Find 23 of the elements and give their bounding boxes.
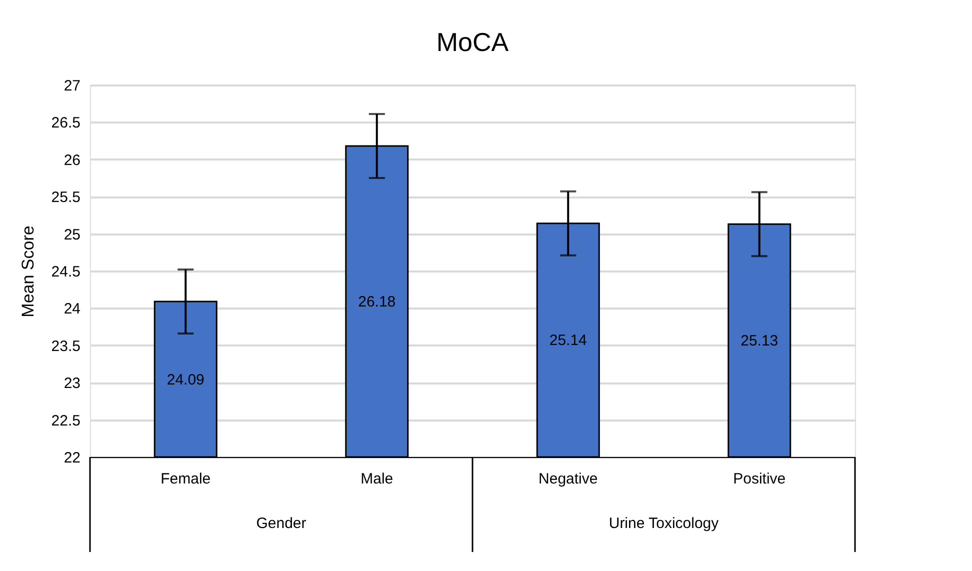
- data-label: 24.09: [166, 371, 204, 388]
- y-tick-label: 24.5: [51, 264, 80, 280]
- y-tick-label: 24: [64, 300, 80, 318]
- x-tick-label: Negative: [538, 470, 598, 488]
- data-label: 25.14: [549, 332, 587, 350]
- data-label: 25.13: [740, 332, 778, 350]
- x-tick-label: Positive: [733, 470, 786, 488]
- text: Urine Toxicology: [608, 515, 720, 532]
- y-tick-label: 23: [64, 375, 80, 392]
- y-tick-label: 25: [64, 226, 80, 244]
- chart-title: MoCA: [436, 27, 510, 57]
- x-tick-label: Male: [360, 470, 394, 488]
- text: Gender: [256, 515, 306, 532]
- y-tick-label: 27: [64, 78, 80, 94]
- y-axis-title: Mean Score: [18, 226, 38, 318]
- y-tick-label: 25.5: [51, 189, 80, 206]
- y-tick-label: 22.5: [51, 412, 80, 430]
- data-label: 26.18: [358, 294, 396, 311]
- y-tick-label: 26.5: [51, 114, 80, 132]
- y-tick-label: 26: [64, 152, 80, 169]
- x-tick-label: Female: [160, 470, 211, 488]
- y-tick-label: 22: [64, 450, 80, 466]
- y-tick-label: 23.5: [51, 338, 80, 355]
